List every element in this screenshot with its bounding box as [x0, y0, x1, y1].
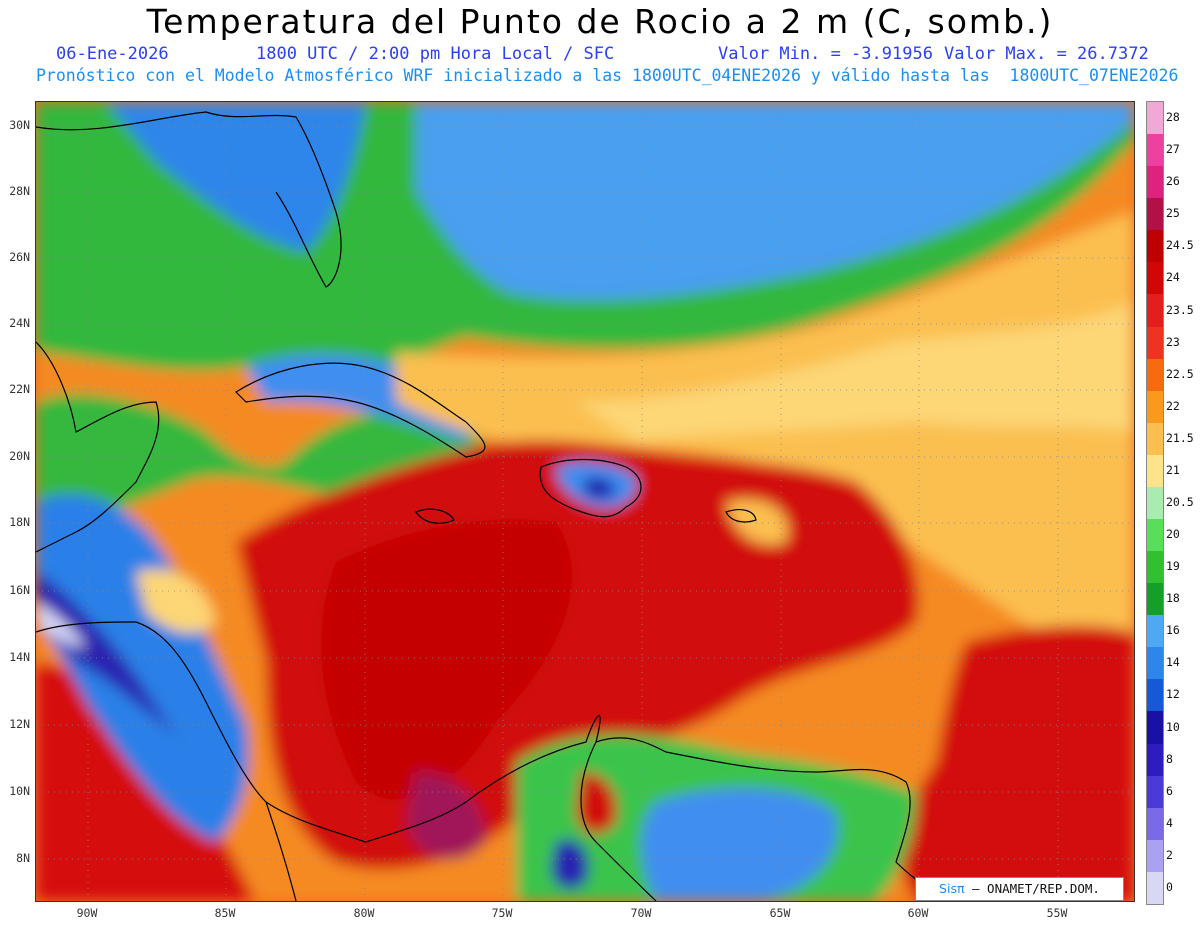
- color-scale-label: 22: [1166, 398, 1180, 413]
- lat-label: 8N: [16, 851, 30, 865]
- lon-label: 85W: [214, 906, 236, 920]
- color-scale-swatch: [1147, 390, 1163, 423]
- color-scale-label: 4: [1166, 815, 1173, 830]
- color-scale-label: 22.5: [1166, 366, 1194, 381]
- color-scale-swatch: [1147, 775, 1163, 808]
- lon-label: 70W: [630, 906, 652, 920]
- lat-label: 18N: [9, 515, 30, 529]
- color-scale-label: 18: [1166, 591, 1180, 606]
- color-scale-swatch: [1147, 262, 1163, 295]
- color-scale-swatch: [1147, 422, 1163, 455]
- lat-label: 12N: [9, 717, 30, 731]
- map-title: Temperatura del Punto de Rocio a 2 m (C,…: [146, 2, 1054, 41]
- dewpoint-map: [35, 101, 1135, 902]
- color-scale-label: 24.5: [1166, 238, 1194, 253]
- lat-label: 10N: [9, 784, 30, 798]
- credit-text: – ONAMET/REP.DOM.: [964, 881, 1100, 896]
- lon-label: 60W: [907, 906, 929, 920]
- color-scale-swatch: [1147, 519, 1163, 552]
- color-scale-label: 25: [1166, 206, 1180, 221]
- color-scale-label: 19: [1166, 559, 1180, 574]
- color-scale-label: 27: [1166, 142, 1180, 157]
- lat-label: 26N: [9, 250, 30, 264]
- lat-label: 30N: [9, 118, 30, 132]
- lon-label: 55W: [1046, 906, 1068, 920]
- color-scale-swatch: [1147, 871, 1163, 904]
- coastlines: [36, 111, 947, 901]
- sispi-logo: Sisπ: [939, 881, 965, 896]
- color-scale-label: 23: [1166, 334, 1180, 349]
- color-scale-swatch: [1147, 807, 1163, 840]
- lat-label: 20N: [9, 449, 30, 463]
- map-canvas: [36, 102, 1134, 901]
- color-scale-swatch: [1147, 711, 1163, 744]
- color-scale-swatch: [1147, 358, 1163, 391]
- lon-label: 90W: [76, 906, 98, 920]
- color-scale-label: 12: [1166, 687, 1180, 702]
- color-scale-label: 6: [1166, 783, 1173, 798]
- model-info-line: Pronóstico con el Modelo Atmosférico WRF…: [36, 66, 1179, 85]
- forecast-time-line: 06-Ene-2026 1800 UTC / 2:00 pm Hora Loca…: [56, 44, 1149, 144]
- color-scale-label: 24: [1166, 270, 1180, 285]
- color-scale-label: 2: [1166, 847, 1173, 862]
- color-scale-label: 16: [1166, 623, 1180, 638]
- color-scale-label: 14: [1166, 655, 1180, 670]
- lon-label: 75W: [491, 906, 513, 920]
- color-scale-swatch: [1147, 743, 1163, 776]
- color-scale-label: 28: [1166, 110, 1180, 125]
- color-scale-swatch: [1147, 454, 1163, 487]
- color-scale-label: 10: [1166, 719, 1180, 734]
- color-scale-swatch: [1147, 486, 1163, 520]
- color-scale-label: 20.5: [1166, 495, 1194, 509]
- color-scale-swatch: [1147, 134, 1163, 167]
- color-scale-swatch: [1147, 647, 1163, 680]
- lon-label: 65W: [769, 906, 791, 920]
- color-scale-swatch: [1147, 615, 1163, 648]
- lon-label: 80W: [353, 906, 375, 920]
- forecast-hour: 1800 UTC / 2:00 pm Hora Local / SFC: [256, 44, 615, 64]
- color-scale-swatch: [1147, 839, 1163, 872]
- color-scale-swatch: [1147, 230, 1163, 263]
- color-scale-label: 23.5: [1166, 302, 1194, 317]
- color-scale-swatch: [1147, 679, 1163, 712]
- lat-label: 22N: [9, 382, 30, 396]
- color-scale-swatch: [1147, 102, 1163, 135]
- lat-label: 24N: [9, 316, 30, 330]
- color-scale-swatch: [1147, 583, 1163, 616]
- color-scale-label: 0: [1166, 879, 1173, 894]
- color-scale-bar: [1146, 101, 1164, 905]
- color-scale-swatch: [1147, 551, 1163, 584]
- color-scale-swatch: [1147, 294, 1163, 327]
- color-scale-swatch: [1147, 198, 1163, 231]
- color-scale-label: 26: [1166, 174, 1180, 189]
- lat-label: 14N: [9, 650, 30, 664]
- color-scale-label: 21: [1166, 462, 1180, 477]
- forecast-date: 06-Ene-2026: [56, 44, 169, 64]
- color-scale-swatch: [1147, 326, 1163, 359]
- color-scale-label: 20: [1166, 527, 1180, 542]
- max-value: Valor Max. = 26.7372: [944, 44, 1149, 64]
- min-value: Valor Min. = -3.91956: [718, 44, 933, 64]
- lat-label: 28N: [9, 184, 30, 198]
- credit-box: Sisπ – ONAMET/REP.DOM.: [915, 877, 1124, 901]
- color-scale-swatch: [1147, 166, 1163, 199]
- lat-label: 16N: [9, 583, 30, 597]
- color-scale-label: 21.5: [1166, 430, 1194, 445]
- color-scale-label: 8: [1166, 751, 1173, 766]
